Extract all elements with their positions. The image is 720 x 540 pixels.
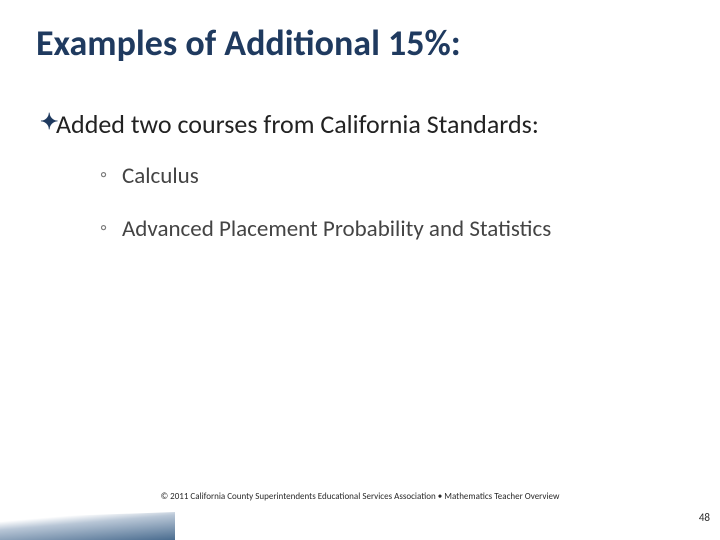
page-number: 48 [699,511,710,524]
bullet-level2: ◦ Calculus [100,162,684,191]
slide-title: Examples of Additional 15%: [36,24,684,64]
bullet-text-level1: Added two courses from California Standa… [56,108,539,141]
bullet-text-level2: Advanced Placement Probability and Stati… [122,215,551,244]
bullet-glyph-level1: ✦ [40,108,54,136]
bullet-text-level2: Calculus [122,162,199,191]
bullet-level1: ✦ Added two courses from California Stan… [40,108,684,141]
decorative-gradient [0,512,175,540]
bullet-level2: ◦ Advanced Placement Probability and Sta… [100,215,684,244]
footer-text: © 2011 California County Superintendents… [0,491,720,502]
slide: Examples of Additional 15%: ✦ Added two … [0,0,720,540]
bullet-glyph-level2: ◦ [100,162,118,188]
bullet-glyph-level2: ◦ [100,215,118,241]
